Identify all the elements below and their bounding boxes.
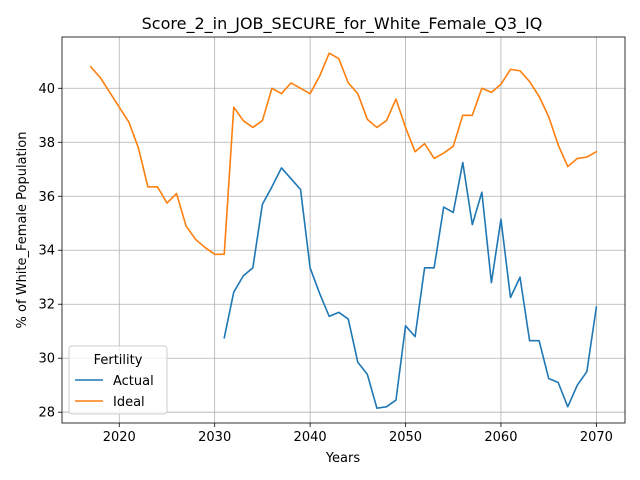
x-tick-label: 2040 (294, 430, 327, 445)
x-axis-label: Years (325, 451, 361, 466)
x-tick-label: 2050 (389, 430, 422, 445)
chart-title: Score_2_in_JOB_SECURE_for_White_Female_Q… (142, 14, 543, 34)
plot-frame (61, 36, 626, 424)
y-tick-label: 32 (38, 298, 55, 313)
x-axis: 2020 2030 2040 2050 2060 2070 (103, 423, 613, 445)
legend-label-actual: Actual (113, 374, 154, 389)
y-tick-label: 28 (38, 406, 55, 421)
x-tick-label: 2060 (484, 430, 517, 445)
legend-box (68, 345, 168, 415)
legend-label-ideal: Ideal (113, 395, 145, 410)
x-tick-label: 2030 (198, 430, 231, 445)
series-line-ideal (89, 52, 598, 256)
legend-title: Fertility (94, 353, 143, 368)
y-tick-label: 38 (38, 136, 55, 151)
series-layer (89, 52, 598, 409)
y-tick-label: 40 (38, 82, 55, 97)
y-tick-label: 36 (38, 190, 55, 205)
y-axis: 28 30 32 34 36 38 40 (38, 82, 62, 421)
x-tick-label: 2020 (103, 430, 136, 445)
series-line-actual (223, 161, 598, 409)
y-tick-label: 34 (38, 244, 55, 259)
x-tick-label: 2070 (580, 430, 613, 445)
y-axis-label: % of White_Female Population (15, 132, 30, 329)
legend: Fertility Actual Ideal (68, 345, 168, 415)
y-tick-label: 30 (38, 352, 55, 367)
